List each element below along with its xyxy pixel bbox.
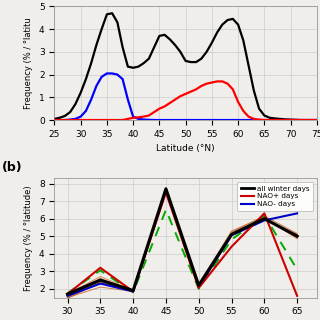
- Y-axis label: Frequency (% / °latitude): Frequency (% / °latitude): [24, 185, 33, 291]
- X-axis label: Latitude (°N): Latitude (°N): [156, 144, 215, 153]
- Legend: all winter days, NAO+ days, NAO- days: all winter days, NAO+ days, NAO- days: [237, 182, 313, 211]
- Y-axis label: Frequency (% / °latitu: Frequency (% / °latitu: [24, 17, 33, 109]
- Text: (b): (b): [2, 161, 22, 173]
